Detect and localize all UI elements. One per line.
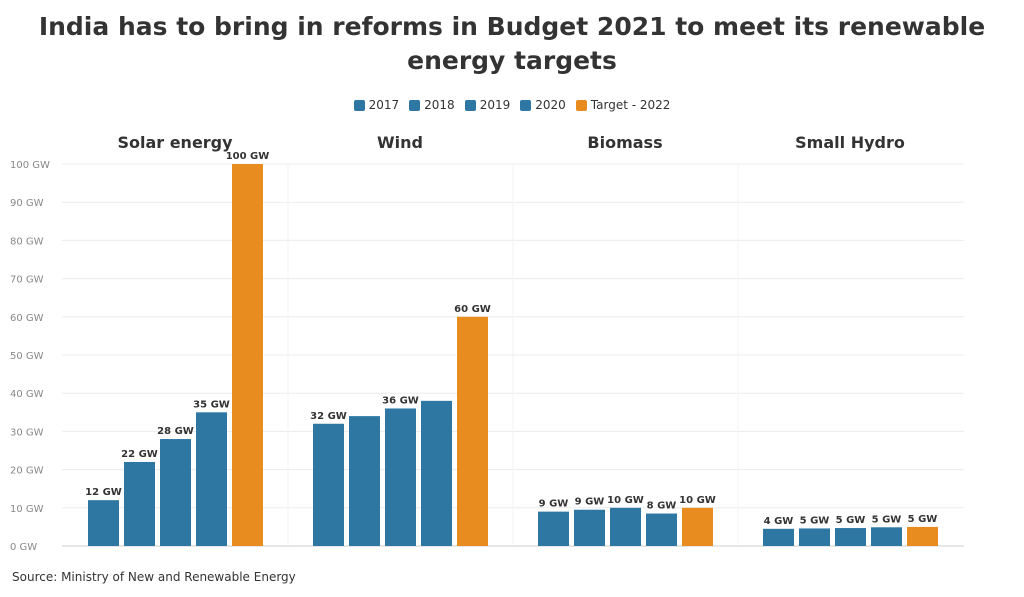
bar	[232, 164, 263, 546]
data-label: 60 GW	[454, 304, 491, 315]
bar	[313, 423, 344, 546]
data-label: 9 GW	[539, 499, 569, 510]
legend-label: 2020	[535, 98, 566, 112]
data-label: 32 GW	[310, 411, 347, 422]
bar	[385, 408, 416, 546]
bar	[682, 507, 713, 546]
panel-title: Wind	[377, 133, 423, 152]
data-label: 12 GW	[85, 487, 122, 498]
bar	[88, 500, 119, 546]
panel-title: Solar energy	[117, 133, 233, 152]
legend-label: 2017	[368, 98, 400, 112]
bar	[196, 412, 227, 546]
bar	[538, 511, 569, 546]
data-label: 5 GW	[836, 515, 866, 526]
bar	[574, 509, 605, 546]
y-tick-label: 60 GW	[10, 313, 44, 324]
legend-item-2017[interactable]: 2017	[353, 98, 400, 112]
y-tick-label: 50 GW	[10, 351, 44, 362]
data-label: 36 GW	[382, 395, 419, 406]
bar	[349, 416, 380, 546]
bar	[763, 528, 794, 546]
data-label: 35 GW	[193, 399, 230, 410]
chart-title: India has to bring in reforms in Budget …	[38, 12, 986, 75]
bar	[457, 316, 488, 546]
data-label: 22 GW	[121, 449, 158, 460]
y-tick-label: 10 GW	[10, 504, 44, 515]
panel-title: Biomass	[587, 133, 662, 152]
data-label: 5 GW	[800, 515, 830, 526]
bar	[610, 507, 641, 546]
data-label: 5 GW	[872, 514, 902, 525]
legend-swatch	[353, 99, 365, 111]
legend: 2017 2018 2019 2020 Target - 2022	[0, 98, 1024, 112]
legend-swatch	[575, 99, 587, 111]
y-tick-label: 70 GW	[10, 275, 44, 286]
legend-swatch	[520, 99, 532, 111]
legend-label: Target - 2022	[590, 98, 671, 112]
bar	[907, 526, 938, 546]
legend-swatch	[409, 99, 421, 111]
bar	[646, 513, 677, 546]
legend-item-2018[interactable]: 2018	[409, 98, 455, 112]
bar	[871, 527, 902, 546]
y-tick-label: 80 GW	[10, 236, 44, 247]
source-note: Source: Ministry of New and Renewable En…	[12, 570, 296, 584]
legend-label: 2018	[424, 98, 455, 112]
data-label: 4 GW	[764, 516, 794, 527]
data-label: 10 GW	[679, 495, 716, 506]
y-tick-label: 40 GW	[10, 389, 44, 400]
y-tick-label: 0 GW	[10, 542, 37, 553]
legend-item-2019[interactable]: 2019	[464, 98, 511, 112]
bar	[124, 461, 155, 546]
panel-title: Small Hydro	[795, 133, 905, 152]
bar	[835, 528, 866, 546]
data-label: 28 GW	[157, 426, 194, 437]
data-label: 8 GW	[647, 501, 677, 512]
y-tick-label: 30 GW	[10, 427, 44, 438]
y-tick-label: 100 GW	[10, 160, 50, 171]
y-tick-label: 90 GW	[10, 198, 44, 209]
y-tick-label: 20 GW	[10, 466, 44, 477]
legend-swatch	[464, 99, 476, 111]
data-label: 10 GW	[607, 495, 644, 506]
bar	[421, 400, 452, 546]
legend-item-2020[interactable]: 2020	[520, 98, 566, 112]
legend-label: 2019	[479, 98, 511, 112]
data-label: 5 GW	[908, 514, 938, 525]
bar	[799, 528, 830, 546]
legend-item-target-2022[interactable]: Target - 2022	[575, 98, 671, 112]
data-label: 9 GW	[575, 497, 605, 508]
bar	[160, 439, 191, 546]
data-label: 100 GW	[226, 151, 270, 162]
